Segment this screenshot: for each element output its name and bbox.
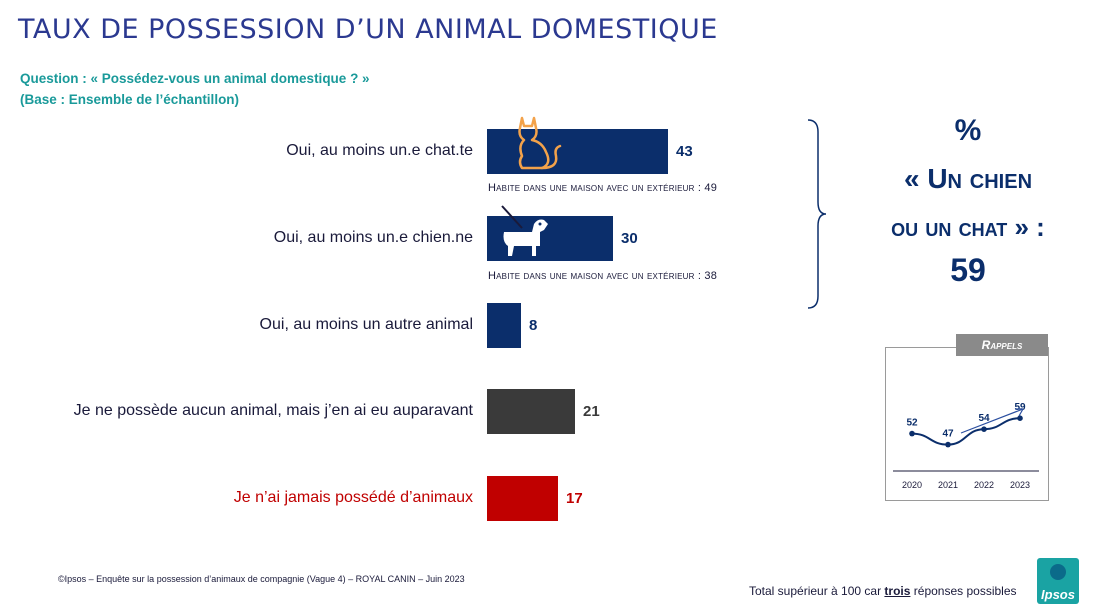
recall-panel: [885, 347, 1049, 501]
dog-icon: [501, 205, 548, 256]
recall-year-label: 2023: [1010, 480, 1030, 490]
bar: [487, 129, 668, 174]
recall-tab-label: Rappels: [956, 334, 1048, 356]
cat-icon: [518, 116, 562, 170]
recall-point: [981, 426, 987, 432]
recall-year-label: 2021: [938, 480, 958, 490]
recall-point: [945, 441, 951, 448]
summary-percent-sign: %: [954, 114, 982, 147]
category-label: Oui, au moins un.e chat.te: [286, 142, 473, 159]
total-note-emphasis: trois: [884, 584, 911, 598]
bar-value-label: 43: [676, 143, 693, 160]
summary-line-2: ou un chat » :: [891, 212, 1045, 242]
bar-value-label: 17: [566, 490, 583, 507]
base-text: (Base : Ensemble de l’échantillon): [20, 92, 240, 107]
category-label: Oui, au moins un autre animal: [259, 316, 473, 333]
total-note-prefix: Total supérieur à 100 car: [749, 584, 885, 598]
trend-arrow: [960, 408, 1024, 434]
recall-year-label: 2020: [902, 480, 922, 490]
ipsos-logo: Ipsos: [1037, 558, 1079, 604]
recall-point: [909, 430, 915, 437]
recall-value-label: 54: [978, 413, 990, 424]
recall-value-label: 52: [906, 418, 918, 429]
bar-value-label: 21: [583, 403, 600, 420]
question-text: Question : « Possédez-vous un animal dom…: [20, 71, 370, 86]
category-label: Je ne possède aucun animal, mais j’en ai…: [73, 402, 473, 419]
recall-line: [911, 417, 1021, 446]
bar: [487, 303, 521, 348]
bar-value-label: 8: [529, 317, 538, 334]
total-note: Total supérieur à 100 car trois réponses…: [749, 584, 1017, 598]
bar-value-label: 30: [621, 230, 638, 247]
summary-value: 59: [950, 252, 986, 288]
category-label: Je n’ai jamais possédé d’animaux: [233, 489, 473, 506]
total-note-suffix: réponses possibles: [910, 584, 1017, 598]
recall-year-label: 2022: [974, 480, 994, 490]
recall-value-label: 47: [942, 429, 954, 440]
page-title: TAUX DE POSSESSION D’UN ANIMAL DOMESTIQU…: [18, 14, 718, 45]
recall-line-chart: 52 2020 47 2021 54 2022 59 2023: [893, 402, 1039, 490]
logo-text: Ipsos: [1041, 587, 1075, 602]
bar: [487, 476, 558, 521]
recall-value-label: 59: [1014, 402, 1026, 413]
curly-brace: [807, 119, 827, 309]
summary-line-1: « Un chien: [903, 163, 1033, 194]
bar-subnote: Habite dans une maison avec un extérieur…: [488, 270, 718, 282]
category-label: Oui, au moins un.e chien.ne: [273, 229, 473, 246]
bar: [487, 389, 575, 434]
bar-subnote: Habite dans une maison avec un extérieur…: [488, 182, 718, 194]
source-footnote: ©Ipsos – Enquête sur la possession d’ani…: [58, 574, 465, 584]
recall-point: [1017, 415, 1023, 421]
